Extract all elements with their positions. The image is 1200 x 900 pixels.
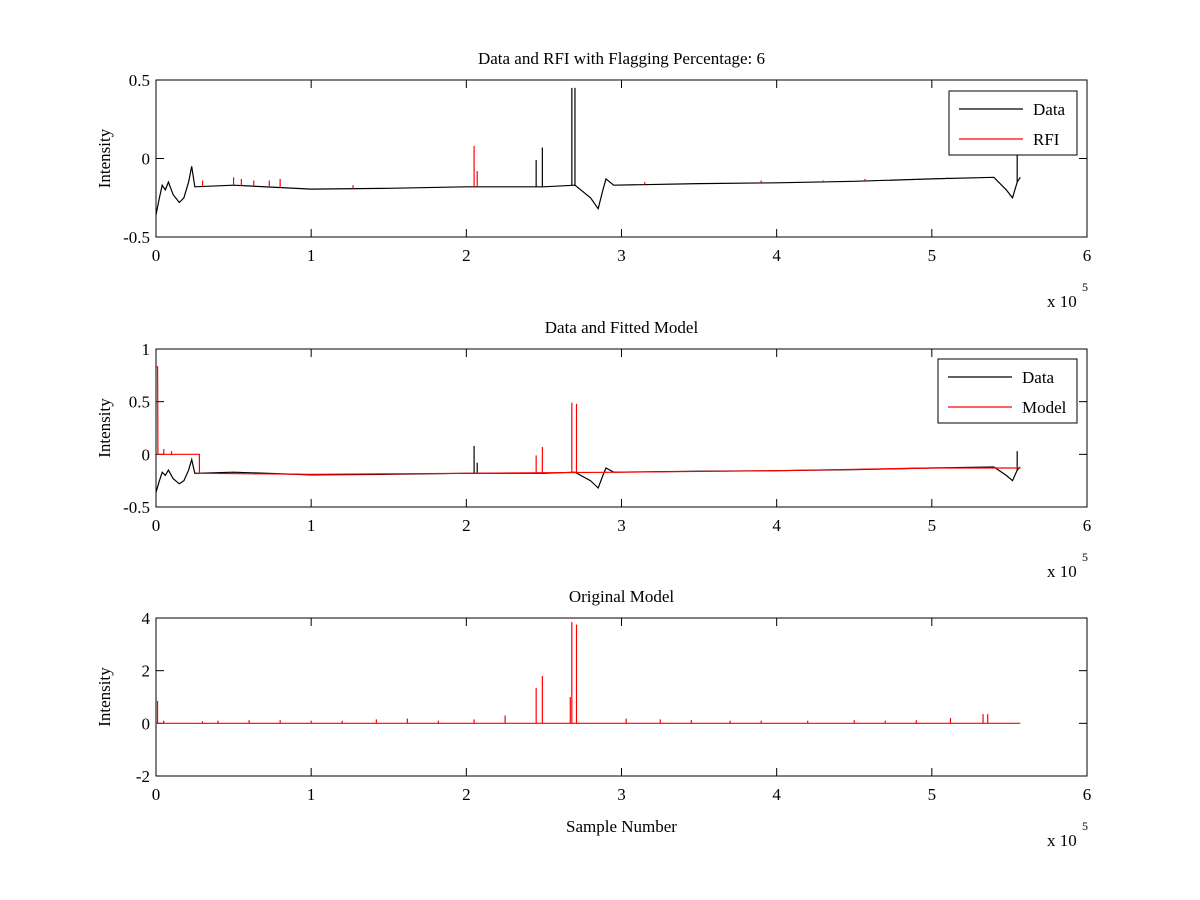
y-axis-label: Intensity xyxy=(95,667,114,727)
chart-title: Original Model xyxy=(569,587,675,606)
chart-title: Data and Fitted Model xyxy=(545,318,699,337)
y-tick-label: 0 xyxy=(142,150,151,169)
y-tick-label: 1 xyxy=(142,340,151,359)
y-axis-label: Intensity xyxy=(95,398,114,458)
chart-title: Data and RFI with Flagging Percentage: 6 xyxy=(478,49,765,68)
model-line xyxy=(156,366,1021,475)
y-tick-label: 0.5 xyxy=(129,393,150,412)
x-exponent-power: 5 xyxy=(1082,550,1088,564)
x-tick-label: 2 xyxy=(462,516,471,535)
model-legend-label: Model xyxy=(1022,398,1067,417)
legend-box xyxy=(937,358,1078,424)
x-tick-label: 0 xyxy=(152,246,161,265)
y-tick-label: 0.5 xyxy=(129,71,150,90)
x-tick-label: 1 xyxy=(307,516,316,535)
x-tick-label: 5 xyxy=(928,785,937,804)
data-line xyxy=(156,457,1021,493)
x-tick-label: 0 xyxy=(152,785,161,804)
axes-box xyxy=(155,79,1088,238)
x-tick-label: 2 xyxy=(462,785,471,804)
x-tick-label: 2 xyxy=(462,246,471,265)
x-tick-label: 3 xyxy=(617,246,626,265)
y-tick-label: -0.5 xyxy=(123,498,150,517)
x-exponent-label: x 10 xyxy=(1047,292,1077,311)
legend: Data Model xyxy=(937,358,1078,424)
x-tick-label: 6 xyxy=(1083,246,1092,265)
x-tick-label: 1 xyxy=(307,785,316,804)
x-exponent-power: 5 xyxy=(1082,819,1088,833)
x-tick-label: 4 xyxy=(772,516,781,535)
y-axis-label: Intensity xyxy=(95,128,114,188)
x-exponent-label: x 10 xyxy=(1047,562,1077,581)
y-tick-label: -0.5 xyxy=(123,228,150,247)
data-legend-label: Data xyxy=(1022,368,1055,387)
x-tick-label: 5 xyxy=(928,516,937,535)
x-tick-label: 3 xyxy=(617,516,626,535)
x-tick-label: 4 xyxy=(772,246,781,265)
y-tick-label: -2 xyxy=(136,767,150,786)
x-tick-label: 4 xyxy=(772,785,781,804)
x-exponent-power: 5 xyxy=(1082,280,1088,294)
x-tick-label: 1 xyxy=(307,246,316,265)
legend: Data RFI xyxy=(948,90,1078,156)
axes-box xyxy=(155,617,1088,777)
x-exponent-label: x 10 xyxy=(1047,831,1077,850)
x-tick-label: 0 xyxy=(152,516,161,535)
plot-area xyxy=(156,87,1021,216)
x-tick-label: 5 xyxy=(928,246,937,265)
x-tick-label: 6 xyxy=(1083,516,1092,535)
data-line xyxy=(156,166,1021,216)
x-tick-label: 3 xyxy=(617,785,626,804)
x-tick-label: 6 xyxy=(1083,785,1092,804)
data-legend-label: Data xyxy=(1033,100,1066,119)
rfi-legend-label: RFI xyxy=(1033,130,1060,149)
y-tick-label: 4 xyxy=(142,609,151,628)
legend-box xyxy=(948,90,1078,156)
y-tick-label: 0 xyxy=(142,445,151,464)
plot-area xyxy=(156,621,1021,724)
y-tick-label: 2 xyxy=(142,662,151,681)
plot-area xyxy=(156,366,1021,493)
x-axis-label: Sample Number xyxy=(566,817,677,836)
y-tick-label: 0 xyxy=(142,714,151,733)
